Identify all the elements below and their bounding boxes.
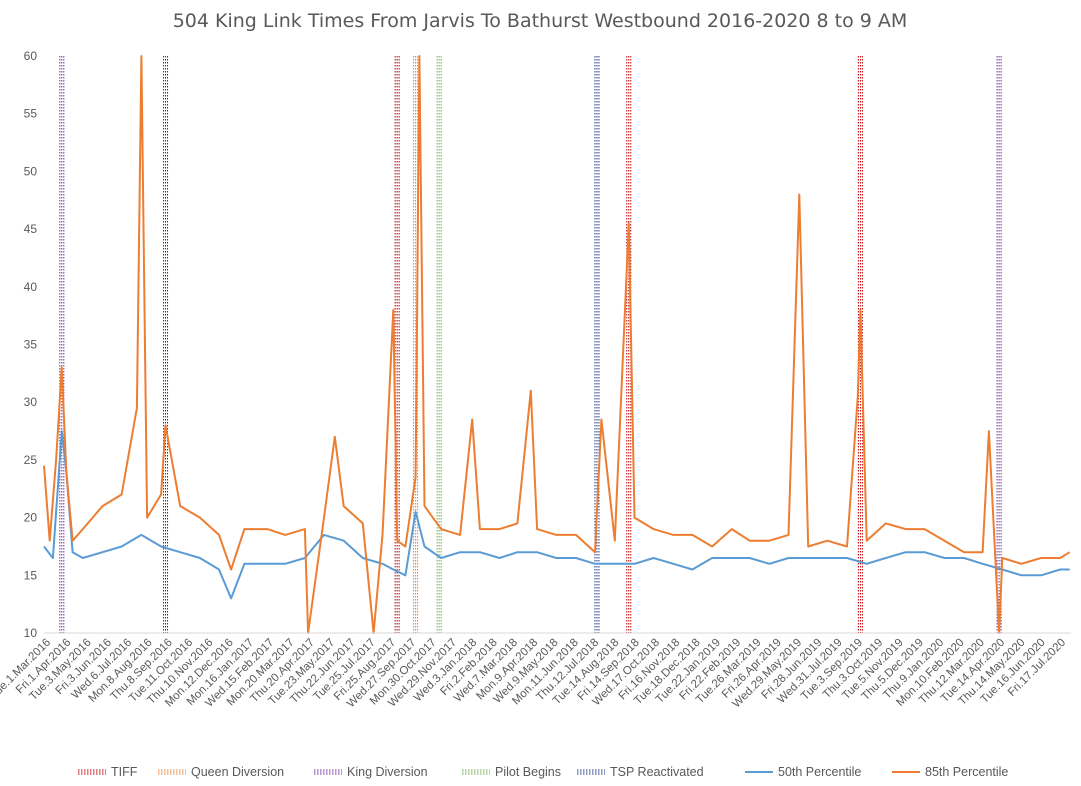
- y-tick-label: 25: [24, 453, 38, 467]
- x-axis: Tue.1.Mar.2016Fri.1.Apr.2016Tue.3.May.20…: [0, 637, 1068, 711]
- legend-label: Pilot Begins: [495, 765, 561, 779]
- y-tick-label: 60: [24, 49, 38, 63]
- y-tick-label: 50: [24, 164, 38, 178]
- legend-label: 85th Percentile: [925, 765, 1008, 779]
- y-axis: 10 15 20 25 30 35 40 45 50 55 60: [24, 49, 38, 640]
- event-markers: [59, 56, 1002, 633]
- y-tick-label: 10: [24, 626, 38, 640]
- y-tick-label: 20: [24, 511, 38, 525]
- legend: TIFF Queen Diversion King Diversion Pilot B…: [78, 765, 1008, 779]
- legend-label: 50th Percentile: [778, 765, 861, 779]
- legend-label: King Diversion: [347, 765, 428, 779]
- y-tick-label: 35: [24, 338, 38, 352]
- series-line: [43, 430, 1070, 600]
- y-tick-label: 30: [24, 395, 38, 409]
- y-tick-label: 15: [24, 568, 38, 582]
- y-tick-label: 40: [24, 280, 38, 294]
- legend-label: Queen Diversion: [191, 765, 284, 779]
- legend-label: TIFF: [111, 765, 138, 779]
- data-series: [43, 55, 1071, 634]
- series-line: [43, 55, 1071, 634]
- chart-title: 504 King Link Times From Jarvis To Bathu…: [173, 10, 908, 32]
- legend-label: TSP Reactivated: [610, 765, 704, 779]
- y-tick-label: 45: [24, 222, 38, 236]
- y-tick-label: 55: [24, 107, 38, 121]
